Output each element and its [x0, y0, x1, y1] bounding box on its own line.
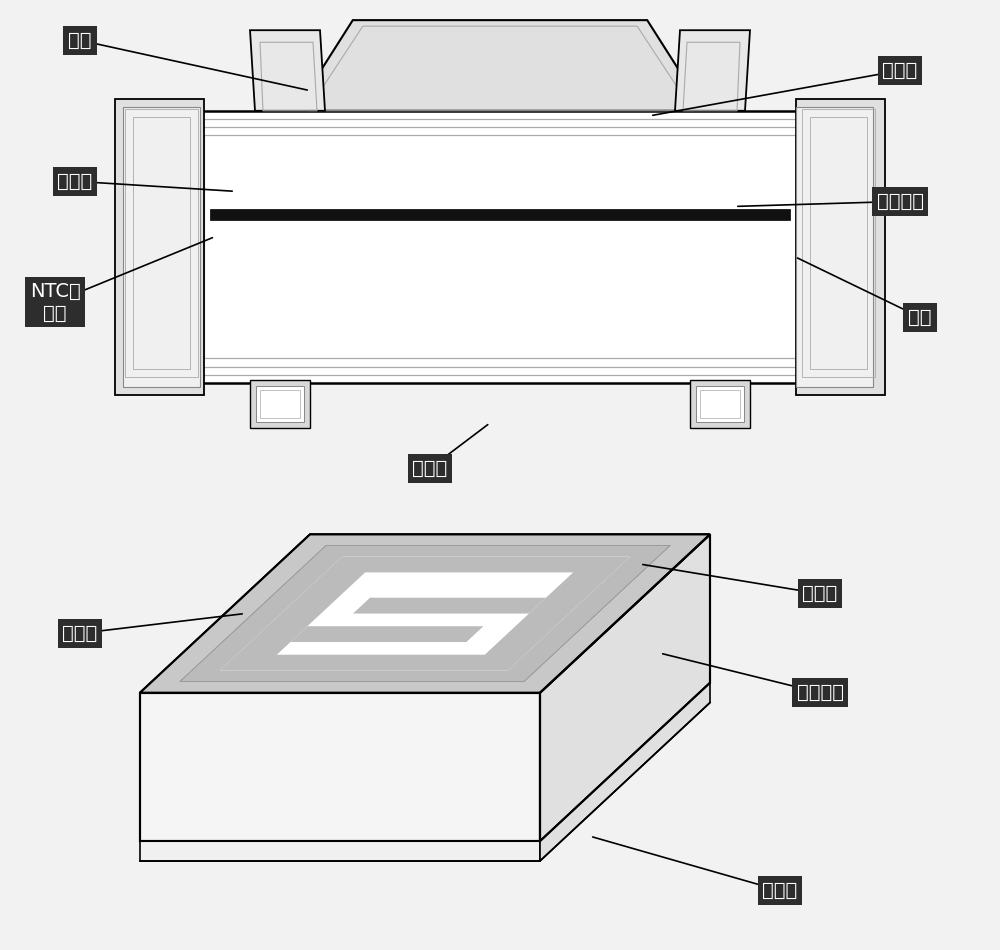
Bar: [180, 111, 820, 383]
Polygon shape: [400, 578, 548, 597]
Polygon shape: [220, 557, 630, 671]
Text: NTC功
能层: NTC功 能层: [30, 281, 80, 323]
Bar: [250, 380, 310, 428]
Polygon shape: [675, 30, 750, 111]
Bar: [188, 119, 812, 374]
Bar: [700, 390, 740, 418]
Bar: [210, 209, 790, 219]
Text: 保护: 保护: [68, 30, 92, 49]
Text: 面电极: 面电极: [882, 61, 918, 80]
Polygon shape: [250, 30, 325, 111]
Polygon shape: [163, 541, 687, 686]
Polygon shape: [329, 561, 613, 580]
Text: 背电极: 背电极: [412, 459, 448, 478]
Bar: [796, 106, 873, 387]
Polygon shape: [295, 20, 705, 111]
Polygon shape: [237, 647, 521, 666]
Bar: [125, 108, 198, 376]
Bar: [256, 386, 304, 422]
Polygon shape: [453, 561, 613, 666]
Bar: [123, 106, 200, 387]
Polygon shape: [290, 626, 483, 642]
Bar: [204, 135, 796, 358]
Polygon shape: [140, 841, 540, 861]
Text: 面电极: 面电极: [802, 584, 838, 603]
Polygon shape: [277, 572, 573, 655]
Polygon shape: [237, 561, 613, 666]
Bar: [796, 99, 885, 395]
Polygon shape: [140, 693, 540, 841]
Bar: [696, 386, 744, 422]
Polygon shape: [540, 683, 710, 861]
Polygon shape: [450, 612, 511, 631]
Bar: [115, 99, 204, 395]
Bar: [810, 117, 867, 369]
Bar: [196, 127, 804, 367]
Polygon shape: [140, 534, 710, 693]
Text: 背电极: 背电极: [762, 882, 798, 901]
Polygon shape: [180, 545, 670, 682]
Text: 陶瓷基片: 陶瓷基片: [796, 683, 844, 702]
Bar: [802, 108, 875, 376]
Polygon shape: [540, 534, 710, 841]
Polygon shape: [197, 550, 653, 676]
Polygon shape: [220, 557, 630, 671]
Bar: [690, 380, 750, 428]
Polygon shape: [322, 612, 471, 631]
Polygon shape: [197, 550, 653, 676]
Polygon shape: [237, 561, 397, 666]
Bar: [133, 117, 190, 369]
Text: 端头: 端头: [908, 308, 932, 327]
Text: 面电极: 面电极: [62, 624, 98, 643]
Polygon shape: [180, 545, 670, 682]
Text: 陶瓷基片: 陶瓷基片: [876, 192, 924, 211]
Polygon shape: [353, 598, 546, 614]
Text: 面电极: 面电极: [57, 172, 93, 191]
Bar: [180, 262, 820, 383]
Polygon shape: [140, 534, 710, 693]
Bar: [260, 390, 300, 418]
